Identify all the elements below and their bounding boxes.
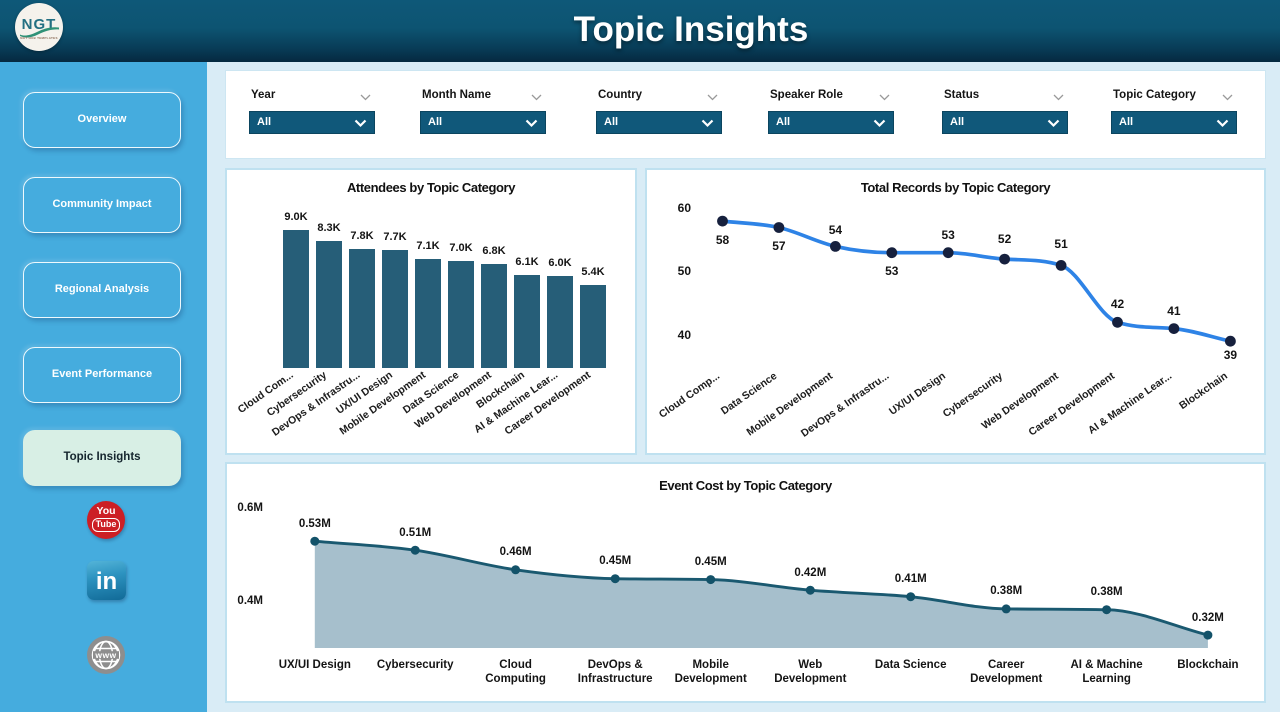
svg-text:www: www — [94, 650, 116, 660]
